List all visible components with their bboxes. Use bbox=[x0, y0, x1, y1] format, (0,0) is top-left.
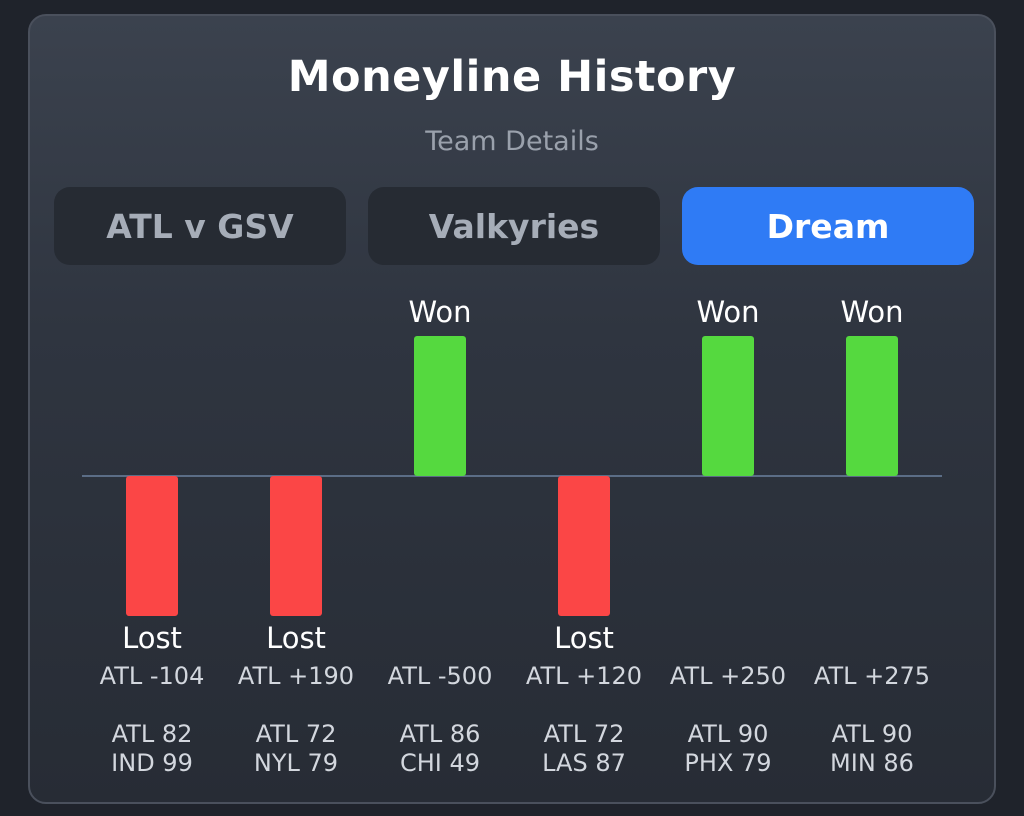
result-label: Lost bbox=[266, 621, 326, 655]
moneyline-label: ATL -500 bbox=[388, 662, 493, 690]
score-opponent-label: MIN 86 bbox=[830, 749, 914, 777]
moneyline-label: ATL +120 bbox=[526, 662, 642, 690]
chart-bar-lost bbox=[558, 476, 610, 616]
moneyline-label: ATL +275 bbox=[814, 662, 930, 690]
moneyline-label: ATL +190 bbox=[238, 662, 354, 690]
chart-bar-won bbox=[414, 336, 466, 476]
chart-bar-won bbox=[846, 336, 898, 476]
moneyline-label: ATL +250 bbox=[670, 662, 786, 690]
chart-bar-won bbox=[702, 336, 754, 476]
score-opponent-label: CHI 49 bbox=[400, 749, 480, 777]
result-label: Won bbox=[840, 295, 903, 329]
chart-bar-lost bbox=[270, 476, 322, 616]
score-team-label: ATL 72 bbox=[256, 720, 337, 748]
page-subtitle: Team Details bbox=[425, 126, 599, 157]
score-team-label: ATL 82 bbox=[112, 720, 193, 748]
result-label: Lost bbox=[122, 621, 182, 655]
tab-valkyries[interactable]: Valkyries bbox=[368, 187, 660, 265]
result-label: Won bbox=[408, 295, 471, 329]
result-label: Won bbox=[696, 295, 759, 329]
score-team-label: ATL 86 bbox=[400, 720, 481, 748]
tab-dream[interactable]: Dream bbox=[682, 187, 974, 265]
score-opponent-label: IND 99 bbox=[111, 749, 193, 777]
moneyline-history-card: Moneyline History Team Details ATL v GSV… bbox=[28, 14, 996, 804]
score-opponent-label: LAS 87 bbox=[542, 749, 626, 777]
page-title: Moneyline History bbox=[287, 52, 737, 102]
chart-bar-lost bbox=[126, 476, 178, 616]
tab-matchup[interactable]: ATL v GSV bbox=[54, 187, 346, 265]
score-opponent-label: PHX 79 bbox=[684, 749, 771, 777]
moneyline-label: ATL -104 bbox=[100, 662, 205, 690]
score-team-label: ATL 90 bbox=[832, 720, 913, 748]
result-label: Lost bbox=[554, 621, 614, 655]
score-team-label: ATL 90 bbox=[688, 720, 769, 748]
score-opponent-label: NYL 79 bbox=[254, 749, 338, 777]
score-team-label: ATL 72 bbox=[544, 720, 625, 748]
